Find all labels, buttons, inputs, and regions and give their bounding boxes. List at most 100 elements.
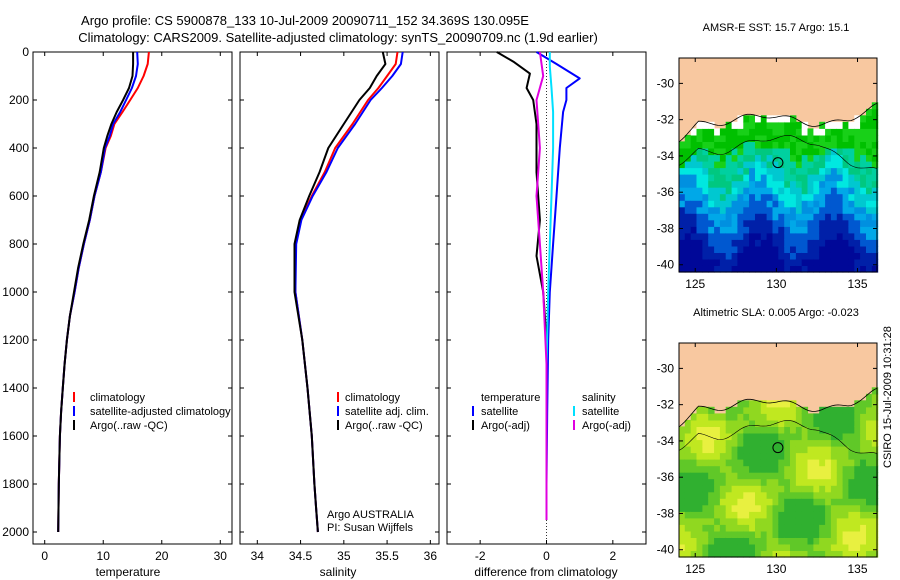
heatmap-cell <box>755 239 762 247</box>
heatmap-cell <box>848 134 855 142</box>
heatmap-cell <box>731 258 738 266</box>
heatmap-cell <box>842 504 849 512</box>
heatmap-cell <box>784 504 791 512</box>
heatmap-cell <box>714 161 721 169</box>
heatmap-cell <box>725 433 733 441</box>
y-tick-label: -30 <box>657 361 675 375</box>
heatmap-cell <box>684 433 692 441</box>
heatmap-cell <box>737 406 744 414</box>
heatmap-cell <box>690 446 698 454</box>
heatmap-cell <box>696 141 703 149</box>
heatmap-cell <box>755 485 762 493</box>
heatmap-cell <box>772 543 779 551</box>
heatmap-cell <box>760 252 768 260</box>
heatmap-cell <box>725 478 733 486</box>
heatmap-cell <box>725 511 733 519</box>
heatmap-cell <box>848 478 855 486</box>
heatmap-cell <box>743 154 750 162</box>
heatmap-cell <box>871 426 879 434</box>
heatmap-cell <box>760 265 768 273</box>
heatmap-cell <box>854 232 861 240</box>
heatmap-cell <box>719 128 727 136</box>
heatmap-cell <box>743 206 750 214</box>
heatmap-cell <box>690 465 698 473</box>
heatmap-cell <box>848 419 855 427</box>
heatmap-cell <box>795 265 803 273</box>
heatmap-cell <box>690 426 698 434</box>
heatmap-cell <box>755 252 762 260</box>
heatmap-cell <box>690 472 698 480</box>
heatmap-cell <box>766 426 773 434</box>
heatmap-cell <box>719 134 727 142</box>
heatmap-cell <box>866 413 873 421</box>
heatmap-cell <box>784 433 791 441</box>
heatmap-cell <box>866 472 873 480</box>
heatmap-cell <box>819 498 826 506</box>
heatmap-cell <box>719 485 727 493</box>
heatmap-cell <box>784 239 791 247</box>
heatmap-cell <box>772 174 779 182</box>
heatmap-cell <box>755 258 762 266</box>
heatmap-cell <box>830 232 838 240</box>
heatmap-cell <box>871 102 879 110</box>
heatmap-cell <box>871 400 879 408</box>
heatmap-cell <box>854 439 861 447</box>
heatmap-cell <box>684 530 692 538</box>
heatmap-cell <box>795 206 803 214</box>
heatmap-cell <box>801 258 809 266</box>
heatmap-cell <box>760 134 768 142</box>
heatmap-cell <box>749 413 756 421</box>
heatmap-cell <box>795 452 803 460</box>
heatmap-cell <box>830 134 838 142</box>
heatmap-cell <box>696 465 703 473</box>
heatmap-cell <box>679 511 686 519</box>
heatmap-cell <box>778 134 785 142</box>
heatmap-cell <box>819 504 826 512</box>
heatmap-cell <box>784 187 791 195</box>
heatmap-cell <box>696 406 703 414</box>
heatmap-cell <box>778 465 785 473</box>
heatmap-cell <box>848 245 855 253</box>
heatmap-cell <box>772 200 779 208</box>
heatmap-cell <box>725 452 733 460</box>
heatmap-cell <box>696 206 703 214</box>
heatmap-cell <box>866 213 873 221</box>
heatmap-cell <box>684 511 692 519</box>
heatmap-cell <box>766 446 773 454</box>
heatmap-cell <box>854 134 861 142</box>
heatmap-cell <box>860 530 867 538</box>
heatmap-cell <box>731 161 738 169</box>
heatmap-cell <box>737 537 744 545</box>
heatmap-cell <box>766 504 773 512</box>
heatmap-cell <box>766 265 773 273</box>
heatmap-cell <box>708 472 715 480</box>
heatmap-cell <box>679 439 686 447</box>
heatmap-cell <box>778 459 785 467</box>
heatmap-cell <box>819 439 826 447</box>
heatmap-cell <box>836 232 844 240</box>
heatmap-cell <box>679 232 686 240</box>
heatmap-cell <box>801 439 809 447</box>
heatmap-cell <box>755 504 762 512</box>
heatmap-cell <box>708 537 715 545</box>
heatmap-cell <box>737 252 744 260</box>
heatmap-cell <box>737 478 744 486</box>
heatmap-cell <box>760 141 768 149</box>
heatmap-cell <box>778 446 785 454</box>
heatmap-cell <box>790 219 797 227</box>
heatmap-cell <box>749 252 756 260</box>
heatmap-cell <box>825 426 832 434</box>
heatmap-cell <box>696 419 703 427</box>
heatmap-cell <box>825 419 832 427</box>
heatmap-cell <box>725 226 733 234</box>
heatmap-cell <box>731 406 738 414</box>
heatmap-cell <box>772 530 779 538</box>
heatmap-cell <box>714 265 721 273</box>
heatmap-cell <box>842 530 849 538</box>
heatmap-cell <box>714 524 721 532</box>
heatmap-cell <box>725 200 733 208</box>
heatmap-cell <box>842 193 849 201</box>
heatmap-cell <box>772 167 779 175</box>
heatmap-cell <box>825 252 832 260</box>
